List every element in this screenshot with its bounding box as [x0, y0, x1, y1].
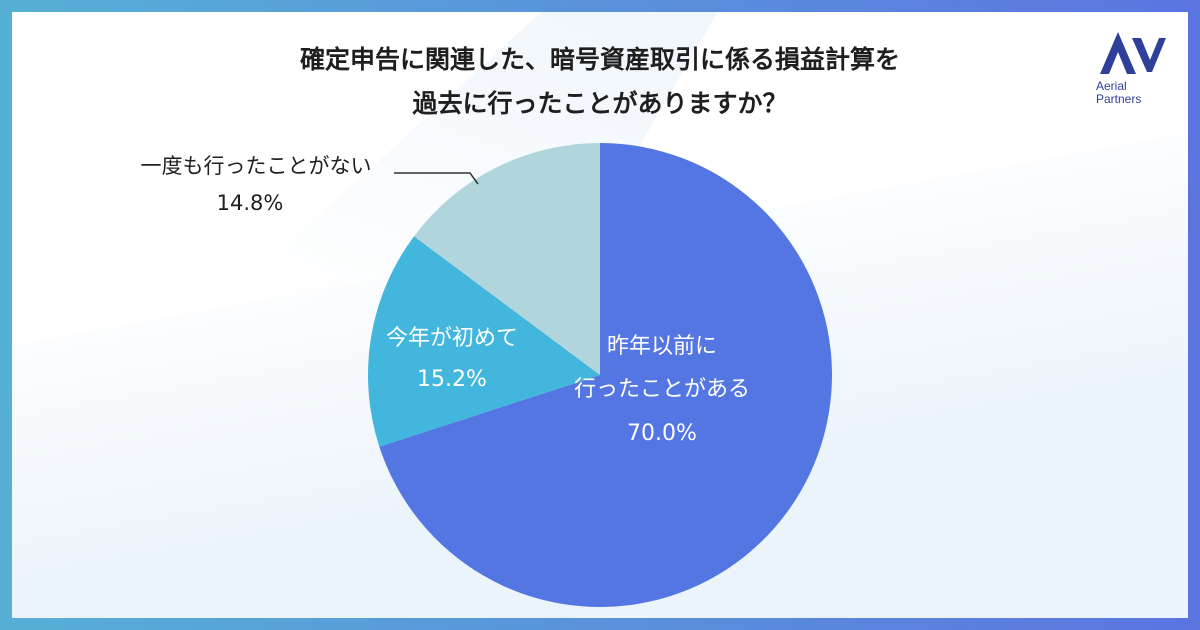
slice-label: 行ったことがある — [574, 377, 750, 402]
chart-title: 確定申告に関連した、暗号資産取引に係る損益計算を 過去に行ったことがありますか？ — [12, 38, 1188, 126]
slice-label: 昨年以前に — [607, 334, 717, 359]
logo-line: Aerial — [1096, 79, 1127, 93]
pie-slice — [379, 143, 832, 607]
chart-title-line: 確定申告に関連した、暗号資産取引に係る損益計算を — [299, 45, 900, 74]
logo-wordmark: Aerial Partners — [1096, 80, 1166, 106]
pie-slice — [414, 143, 600, 375]
slice-value-label: 15.2% — [417, 367, 487, 392]
chart-panel: 確定申告に関連した、暗号資産取引に係る損益計算を 過去に行ったことがありますか？… — [12, 12, 1188, 618]
logo-line: Partners — [1096, 92, 1142, 106]
slice-value-label: 14.8% — [217, 191, 284, 215]
pie-slice — [368, 236, 600, 447]
aerial-partners-logo: Aerial Partners — [1096, 28, 1166, 118]
leader-line — [394, 172, 479, 185]
chart-title-line: 過去に行ったことがありますか？ — [412, 89, 788, 118]
logo-mark-icon — [1100, 32, 1166, 74]
slice-value-label: 70.0% — [627, 421, 697, 446]
slice-label: 一度も行ったことがない — [141, 154, 372, 178]
slice-label: 今年が初めて — [386, 326, 518, 351]
